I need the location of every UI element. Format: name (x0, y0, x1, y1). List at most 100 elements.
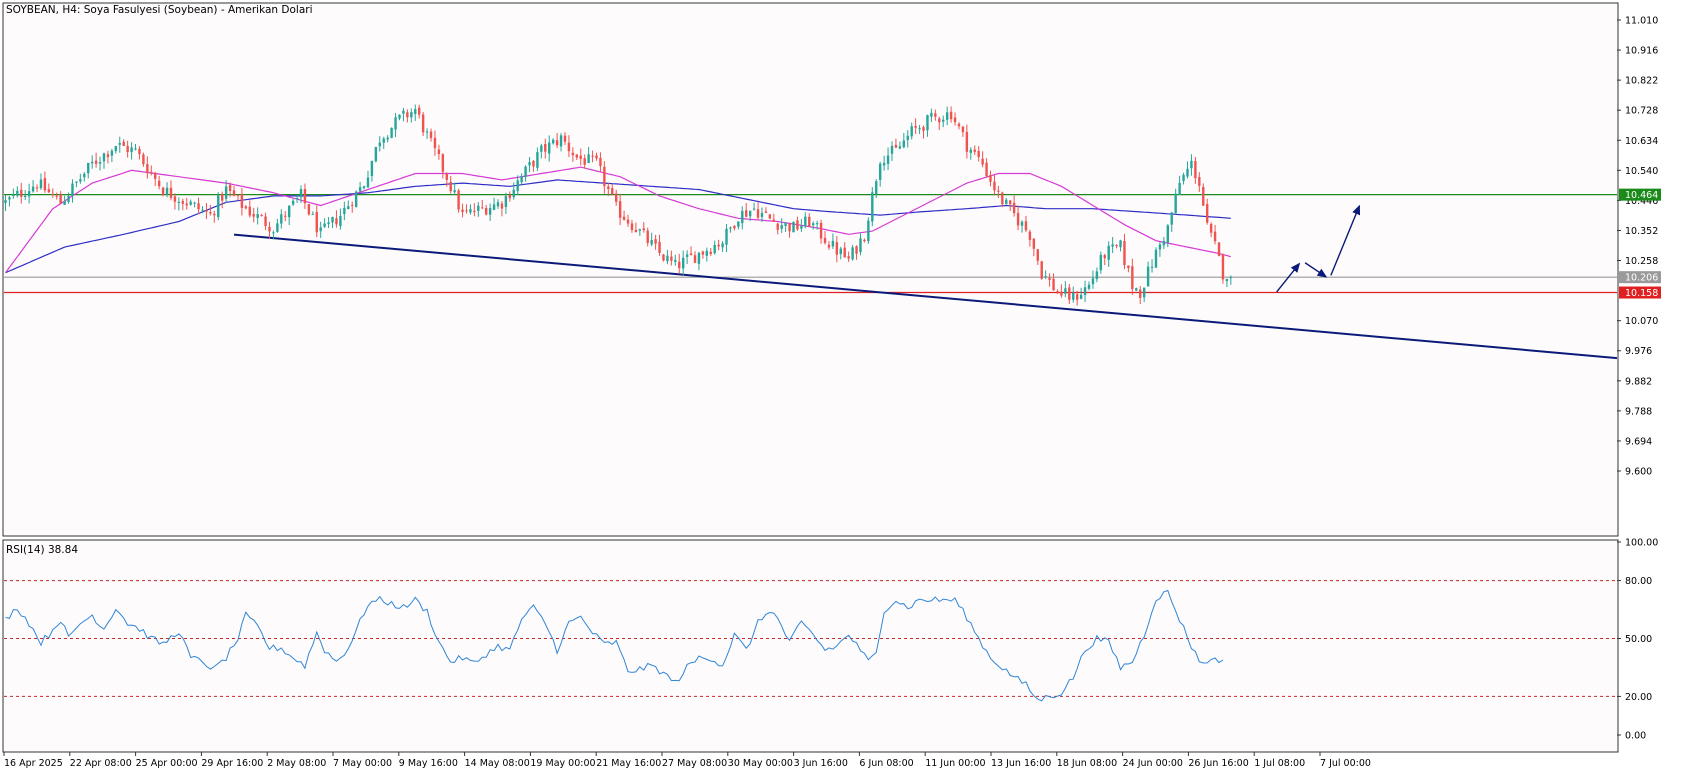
candle (457, 188, 460, 213)
candle (1024, 215, 1028, 233)
candle (496, 199, 500, 209)
time-tick-label: 2 May 08:00 (267, 758, 326, 769)
candle (823, 231, 827, 245)
candle (587, 146, 590, 164)
projection-arrow (1330, 204, 1361, 276)
candle (39, 173, 43, 190)
time-axis[interactable]: 16 Apr 2025 22 Apr 08:00 25 Apr 00:00 29 Ap… (3, 752, 1371, 769)
candle (871, 187, 874, 227)
candle (157, 175, 161, 190)
candle (98, 156, 102, 171)
candle (611, 183, 614, 196)
descending-trendline[interactable] (233, 233, 1618, 360)
candle (280, 209, 283, 229)
candle (59, 191, 62, 204)
horizontal-levels[interactable] (4, 194, 1617, 294)
candle (815, 220, 819, 230)
candle (414, 104, 417, 121)
candle (90, 155, 94, 169)
candle (867, 217, 870, 244)
candle (741, 206, 744, 230)
candle (303, 183, 307, 209)
candle (27, 183, 31, 204)
candle (354, 190, 358, 208)
candle (1044, 270, 1047, 280)
price-tick-label: 10.258 (1625, 256, 1658, 267)
candle (1028, 229, 1032, 247)
candle (165, 182, 169, 198)
time-tick-label: 9 May 16:00 (399, 758, 458, 769)
candle (236, 194, 240, 201)
candle (382, 136, 385, 149)
candle (189, 199, 192, 206)
candle (559, 133, 563, 152)
trendline-group[interactable] (233, 233, 1618, 360)
candle (256, 207, 259, 225)
candle (421, 111, 425, 137)
candle (492, 197, 496, 211)
candle (1213, 225, 1217, 245)
candle (985, 158, 988, 178)
candle (169, 180, 173, 201)
candle (343, 201, 346, 221)
candle (1186, 161, 1189, 179)
time-tick-label: 22 Apr 08:00 (70, 758, 132, 769)
candle (945, 106, 949, 126)
price-panel[interactable]: SOYBEAN, H4: Soya Fasulyesi (Soybean) - … (2, 2, 1619, 537)
candle (768, 214, 772, 220)
candle (512, 182, 515, 200)
time-tick-label: 25 Apr 00:00 (136, 758, 198, 769)
candle (973, 145, 976, 156)
candle (276, 218, 279, 233)
candle (398, 114, 401, 121)
candle (847, 251, 850, 262)
candle (804, 212, 807, 229)
candle (788, 222, 791, 238)
candle (1009, 200, 1012, 211)
price-axis[interactable]: 11.010 10.916 10.822 10.728 10.634 10.540 10.4… (1617, 16, 1661, 478)
candle (425, 128, 429, 139)
candle (437, 144, 441, 160)
candle (859, 233, 862, 256)
candle (102, 152, 106, 169)
candle (567, 135, 571, 158)
time-tick-label: 27 May 08:00 (662, 758, 727, 769)
rsi-tick-label: 50.00 (1625, 634, 1652, 645)
candle (622, 210, 626, 221)
price-tick-label: 11.010 (1625, 16, 1658, 27)
candle (583, 154, 586, 169)
rsi-tick-label: 20.00 (1625, 692, 1652, 703)
candle (331, 216, 334, 228)
rsi-panel[interactable]: RSI(14) 38.84 (2, 539, 1619, 753)
candle (287, 205, 291, 226)
candle (839, 246, 842, 260)
candle (1217, 242, 1221, 257)
candle (252, 207, 255, 223)
candle (63, 195, 66, 205)
candle (319, 221, 322, 238)
candle (1072, 286, 1075, 303)
candle (685, 250, 689, 265)
candle (79, 173, 82, 184)
candle (378, 136, 381, 152)
candle (1048, 273, 1051, 287)
candle (563, 132, 567, 146)
candle (1221, 253, 1225, 284)
rsi-axis[interactable]: 100.00 80.00 50.00 20.00 0.00 (1617, 538, 1658, 742)
candle (374, 146, 378, 163)
candle (1115, 244, 1118, 249)
support-price-label: 10.158 (1625, 288, 1658, 299)
candle (217, 192, 220, 221)
candle (977, 146, 980, 162)
time-tick-label: 11 Jun 00:00 (925, 758, 985, 769)
candle (481, 199, 484, 209)
candle (934, 109, 937, 121)
candle (1032, 238, 1036, 257)
candle (654, 234, 657, 250)
candle (35, 184, 39, 193)
candle (965, 124, 969, 159)
time-tick-label: 24 Jun 00:00 (1123, 758, 1183, 769)
candle (831, 233, 835, 250)
